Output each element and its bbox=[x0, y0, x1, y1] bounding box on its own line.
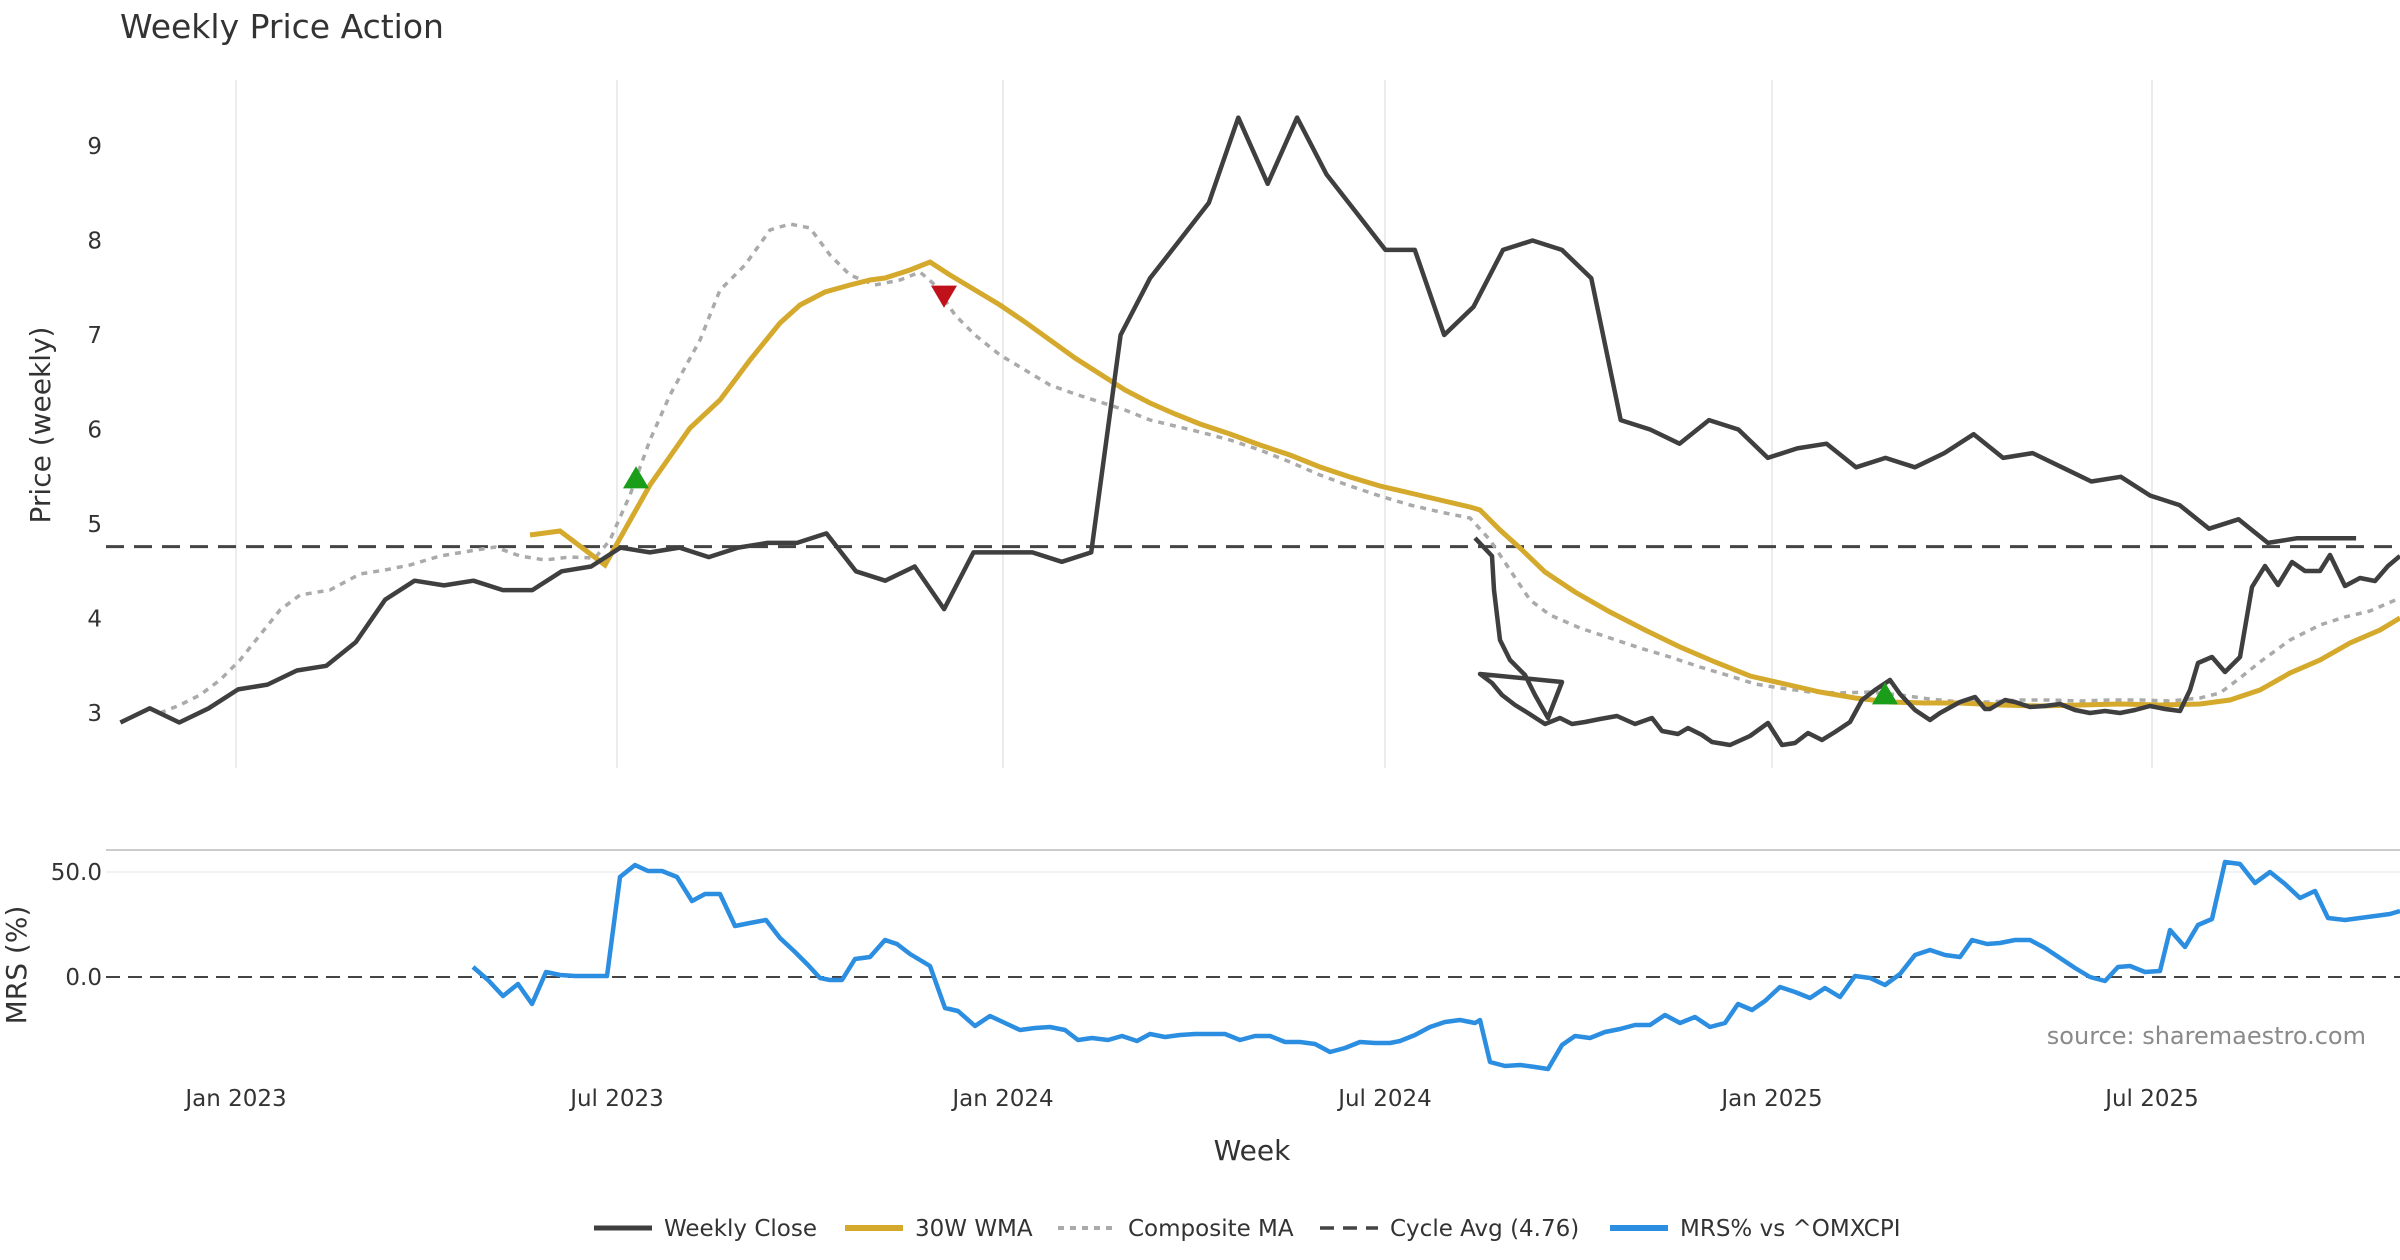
weekly-close-line bbox=[119, 115, 2357, 725]
buy-signal-marker bbox=[623, 466, 649, 489]
x-tick-label: Jan 2024 bbox=[950, 1086, 1053, 1112]
x-ticks: Jan 2023 Jul 2023 Jan 2024 Jul 2024 Jan 2025… bbox=[183, 1086, 2198, 1112]
x-tick-label: Jan 2025 bbox=[1719, 1086, 1822, 1112]
chart-title: Weekly Price Action bbox=[120, 7, 444, 46]
buy-signal-marker bbox=[1872, 682, 1898, 705]
legend-entry: 30W WMA bbox=[915, 1216, 1033, 1242]
price-y-tick-label: 6 bbox=[87, 418, 102, 444]
mrs-line bbox=[471, 859, 2400, 1072]
legend: Weekly Close 30W WMA Composite MA Cycle Avg… bbox=[594, 1216, 1901, 1242]
legend-entry: Composite MA bbox=[1128, 1216, 1294, 1242]
x-axis-label: Week bbox=[1214, 1134, 1291, 1167]
mrs-y-tick-label: 50.0 bbox=[51, 860, 102, 886]
weekly-close-line-continued bbox=[1473, 536, 2400, 748]
price-y-tick-label: 3 bbox=[87, 701, 102, 727]
x-tick-label: Jul 2024 bbox=[1336, 1086, 1432, 1112]
price-y-tick-label: 4 bbox=[87, 607, 102, 633]
legend-entry: Weekly Close bbox=[664, 1216, 817, 1242]
mrs-y-axis-label: MRS (%) bbox=[0, 906, 33, 1025]
source-note: source: sharemaestro.com bbox=[2047, 1022, 2366, 1050]
price-y-tick-label: 7 bbox=[87, 323, 102, 349]
mrs-y-tick-label: 0.0 bbox=[65, 965, 102, 991]
legend-entry: MRS% vs ^OMXCPI bbox=[1680, 1216, 1901, 1242]
legend-entry: Cycle Avg (4.76) bbox=[1390, 1216, 1579, 1242]
price-y-axis-label: Price (weekly) bbox=[24, 327, 57, 524]
price-y-tick-label: 9 bbox=[87, 134, 102, 160]
price-y-tick-label: 8 bbox=[87, 229, 102, 255]
signal-markers bbox=[623, 285, 1898, 705]
mrs-y-ticks: 0.0 50.0 bbox=[51, 860, 102, 991]
wma-line bbox=[529, 259, 2400, 709]
sell-signal-marker bbox=[931, 285, 957, 308]
price-y-tick-label: 5 bbox=[87, 512, 102, 538]
price-y-ticks: 3 4 5 6 7 8 9 bbox=[87, 134, 102, 727]
x-tick-label: Jan 2023 bbox=[183, 1086, 286, 1112]
x-tick-label: Jul 2025 bbox=[2103, 1086, 2199, 1112]
price-grid bbox=[235, 80, 2153, 768]
x-tick-label: Jul 2023 bbox=[568, 1086, 664, 1112]
